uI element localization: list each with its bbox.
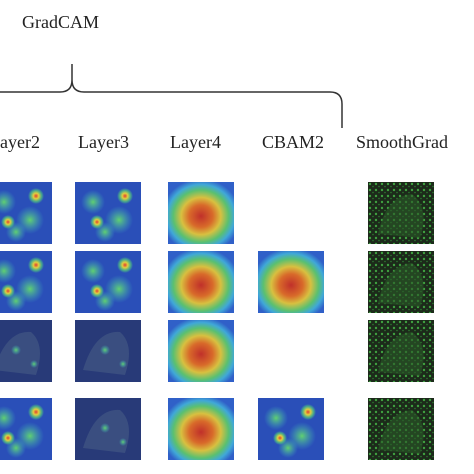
- image-grid: [0, 182, 434, 460]
- column-label: SmoothGrad: [356, 132, 448, 152]
- title: GradCAM: [22, 12, 99, 32]
- column-label: ayer2: [0, 132, 40, 152]
- column-label: Layer3: [78, 132, 129, 152]
- brace: [0, 64, 343, 128]
- column-label: Layer4: [170, 132, 221, 152]
- column-label: CBAM2: [262, 132, 324, 152]
